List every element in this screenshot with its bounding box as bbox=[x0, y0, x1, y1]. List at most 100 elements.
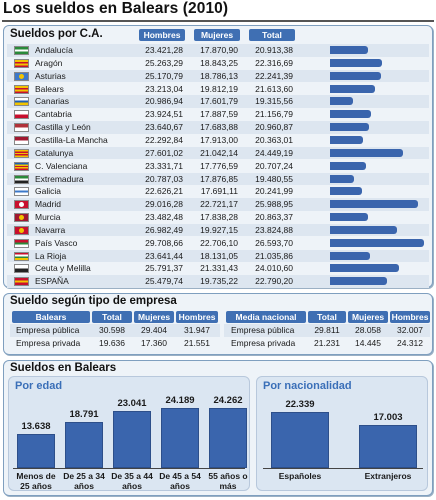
region-name: Castilla y León bbox=[35, 122, 91, 133]
panel-title-balears: Sueldos en Balears bbox=[10, 362, 117, 374]
salaries-by-region-panel: Sueldos por C.A. Hombres Mujeres Total A… bbox=[3, 25, 433, 288]
company-type-panel: Sueldo según tipo de empresa Balears Tot… bbox=[3, 293, 433, 355]
table-cell-mujeres: 17.913,00 bbox=[200, 134, 238, 145]
table-cell-mujeres: 18.786,13 bbox=[200, 70, 238, 81]
row-label-private: Empresa privada bbox=[16, 338, 81, 348]
bar-value-label: 13.638 bbox=[21, 421, 51, 433]
table-row: Galicia 22.626,21 17.691,11 20.241,99 bbox=[7, 185, 429, 198]
total-bar bbox=[330, 174, 355, 183]
col-head-hombres: Hombres bbox=[139, 29, 185, 41]
page-title: Los sueldos en Balears (2010) bbox=[3, 0, 229, 17]
table-cell-mujeres: 17.838,28 bbox=[200, 212, 238, 223]
table-row: Balears 23.213,04 19.812,19 21.613,60 bbox=[7, 83, 429, 96]
col-head-hombres-national: Hombres bbox=[390, 311, 430, 323]
table-cell: 21.231 bbox=[314, 338, 340, 348]
table-cell-total: 25.988,95 bbox=[255, 199, 293, 210]
table-cell-mujeres: 17.691,11 bbox=[200, 186, 238, 197]
table-row-bg bbox=[224, 324, 430, 337]
table-cell-mujeres: 19.927,15 bbox=[200, 224, 238, 235]
bar-category-label: De 35 a 44 años bbox=[111, 471, 153, 491]
region-flag-icon bbox=[14, 277, 29, 287]
region-flag-icon bbox=[14, 213, 29, 223]
table-cell: 29.811 bbox=[314, 325, 340, 335]
col-head-total: Total bbox=[249, 29, 295, 41]
region-name: Andalucía bbox=[35, 45, 73, 55]
table-cell-hombres: 25.479,74 bbox=[145, 276, 183, 287]
table-cell-mujeres: 19.735,22 bbox=[200, 276, 238, 287]
table-cell-hombres: 25.791,37 bbox=[145, 263, 183, 274]
region-flag-icon bbox=[14, 161, 29, 171]
table-row: Madrid 29.016,28 22.721,17 25.988,95 bbox=[7, 198, 429, 211]
region-flag-icon bbox=[14, 46, 29, 55]
table-cell-hombres: 23.482,48 bbox=[145, 212, 183, 223]
bar-value-label: 24.262 bbox=[213, 395, 243, 406]
table-cell-mujeres: 22.706,10 bbox=[200, 237, 238, 248]
region-name: Extremadura bbox=[35, 173, 84, 184]
table-cell-mujeres: 19.812,19 bbox=[200, 83, 238, 94]
table-cell-hombres: 23.331,71 bbox=[145, 160, 183, 171]
total-bar bbox=[330, 84, 376, 93]
table-cell-hombres: 25.170,79 bbox=[145, 70, 183, 81]
table-row: Navarra 26.982,49 19.927,15 23.824,88 bbox=[7, 223, 429, 237]
region-name: Asturias bbox=[35, 70, 66, 81]
nationality-chart-title: Por nacionalidad bbox=[263, 380, 352, 392]
bar-category-label: 55 años o más bbox=[208, 471, 248, 491]
region-flag-icon bbox=[14, 264, 29, 274]
table-cell-hombres: 29.708,66 bbox=[145, 237, 183, 248]
chart-baseline bbox=[263, 468, 423, 469]
table-cell: 31.947 bbox=[184, 325, 210, 335]
panel-title-regions: Sueldos por C.A. bbox=[10, 28, 103, 40]
table-cell: 29.404 bbox=[141, 325, 167, 335]
total-bar bbox=[330, 264, 399, 273]
total-bar bbox=[330, 97, 353, 106]
age-chart-title: Por edad bbox=[15, 380, 63, 392]
col-head-hombres-balears: Hombres bbox=[176, 311, 218, 323]
table-cell-mujeres: 17.887,59 bbox=[200, 109, 238, 120]
region-flag-icon bbox=[14, 135, 29, 145]
bar-category-label: De 45 a 54 años bbox=[159, 471, 201, 491]
table-cell-mujeres: 18.843,25 bbox=[200, 57, 238, 68]
table-row: Castilla-La Mancha 22.292,84 17.913,00 20.3… bbox=[7, 134, 429, 147]
table-cell-mujeres: 17.870,90 bbox=[200, 45, 238, 55]
nationality-chart-box: Por nacionalidad 22.339 Españoles 17.003 Ex… bbox=[256, 376, 428, 491]
table-cell: 17.360 bbox=[141, 338, 167, 348]
region-name: Madrid bbox=[35, 199, 61, 210]
total-bar bbox=[330, 187, 362, 196]
table-cell-hombres: 22.292,84 bbox=[145, 134, 183, 145]
table-cell: 28.058 bbox=[355, 325, 381, 335]
table-cell-total: 22.316,69 bbox=[255, 57, 293, 68]
total-bar bbox=[330, 161, 367, 170]
region-flag-icon bbox=[14, 58, 29, 68]
bar bbox=[271, 412, 329, 468]
bar bbox=[17, 434, 55, 468]
table-cell: 24.312 bbox=[397, 338, 423, 348]
total-bar bbox=[330, 277, 387, 286]
bar-category-label: Españoles bbox=[278, 471, 322, 481]
region-flag-icon bbox=[14, 71, 29, 81]
col-head-total-balears: Total bbox=[92, 311, 132, 323]
region-name: Ceuta y Melilla bbox=[35, 263, 91, 274]
table-cell: 14.445 bbox=[355, 338, 381, 348]
total-bar bbox=[330, 238, 424, 247]
table-cell-total: 26.593,70 bbox=[255, 237, 293, 248]
table-cell-total: 20.960,87 bbox=[255, 122, 293, 133]
table-cell-hombres: 27.601,02 bbox=[145, 147, 183, 158]
table-row: La Rioja 23.641,44 18.131,05 21.035,86 bbox=[7, 249, 429, 263]
table-row: Asturias 25.170,79 18.786,13 22.241,39 bbox=[7, 69, 429, 83]
table-row: Aragón 25.263,29 18.843,25 22.316,69 bbox=[7, 57, 429, 70]
region-name: C. Valenciana bbox=[35, 160, 88, 171]
region-name: Cantabria bbox=[35, 109, 72, 120]
region-name: ESPAÑA bbox=[35, 276, 69, 287]
table-cell-mujeres: 18.131,05 bbox=[200, 250, 238, 261]
region-name: Navarra bbox=[35, 224, 66, 235]
table-row: Castilla y León 23.640,67 17.683,88 20.960,… bbox=[7, 121, 429, 134]
total-bar bbox=[330, 135, 363, 144]
table-row: C. Valenciana 23.331,71 17.776,59 20.707,24 bbox=[7, 160, 429, 173]
panel-title-company: Sueldo según tipo de empresa bbox=[10, 295, 177, 307]
bar bbox=[113, 411, 151, 468]
table-cell: 19.636 bbox=[99, 338, 125, 348]
region-flag-icon bbox=[14, 84, 29, 94]
table-row: Andalucía 23.421,28 17.870,90 20.913,38 bbox=[7, 44, 429, 57]
bar-value-label: 24.189 bbox=[165, 395, 195, 407]
table-cell-total: 21.156,79 bbox=[255, 109, 293, 120]
